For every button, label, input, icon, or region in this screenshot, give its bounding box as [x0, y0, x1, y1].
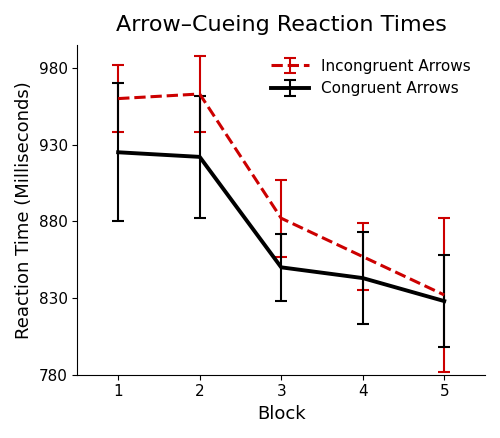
- Y-axis label: Reaction Time (Milliseconds): Reaction Time (Milliseconds): [15, 81, 33, 339]
- Title: Arrow–Cueing Reaction Times: Arrow–Cueing Reaction Times: [116, 15, 446, 35]
- Legend: Incongruent Arrows, Congruent Arrows: Incongruent Arrows, Congruent Arrows: [265, 53, 478, 102]
- X-axis label: Block: Block: [257, 405, 306, 423]
